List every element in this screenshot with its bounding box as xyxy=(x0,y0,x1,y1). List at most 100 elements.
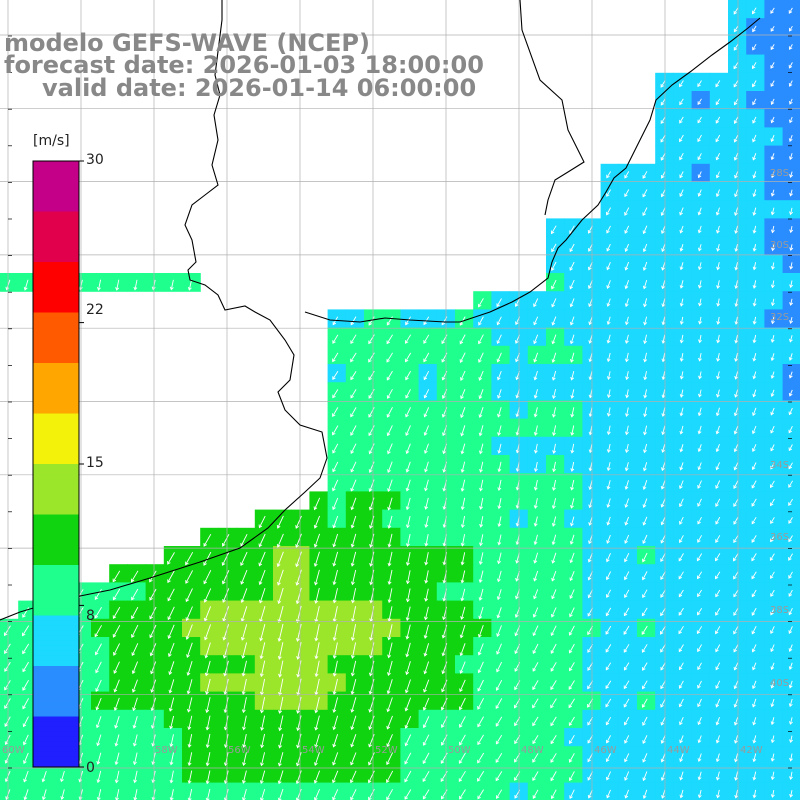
wind-arrow xyxy=(551,570,557,582)
colorbar-swatch xyxy=(33,211,79,218)
wind-arrow xyxy=(240,533,248,547)
wind-arrow xyxy=(186,697,193,713)
wind-arrow xyxy=(314,660,320,678)
wind-arrow xyxy=(789,262,794,270)
wind-arrow xyxy=(350,316,357,326)
wind-arrow xyxy=(697,607,703,616)
wind-arrow xyxy=(41,770,47,783)
colorbar-swatch xyxy=(33,171,79,177)
wind-arrow xyxy=(242,715,247,731)
wind-arrow xyxy=(769,480,775,489)
wind-arrow xyxy=(423,624,429,639)
colorbar-swatch xyxy=(33,514,79,521)
colorbar-swatch xyxy=(33,549,79,556)
colorbar-swatch xyxy=(33,181,79,187)
wind-arrow xyxy=(751,571,757,580)
colorbar-swatch xyxy=(33,570,79,576)
wind-arrow xyxy=(405,461,411,473)
wind-arrow xyxy=(642,279,648,290)
wind-arrow xyxy=(624,261,630,271)
wind-arrow xyxy=(387,479,393,493)
wind-arrow xyxy=(660,480,666,490)
wind-arrow xyxy=(460,389,466,400)
wind-arrow xyxy=(149,570,157,583)
wind-arrow xyxy=(423,679,430,693)
wind-arrow xyxy=(150,679,157,693)
wind-arrow xyxy=(240,588,248,603)
wind-arrow xyxy=(313,497,321,511)
colorbar-swatch xyxy=(33,332,79,339)
wind-arrow xyxy=(642,771,648,782)
wind-arrow xyxy=(697,644,702,653)
wind-arrow xyxy=(679,189,684,197)
wind-arrow xyxy=(167,624,175,639)
wind-arrow xyxy=(715,480,721,489)
wind-arrow xyxy=(679,207,684,216)
wind-arrow xyxy=(131,643,139,657)
colorbar-swatch xyxy=(33,509,79,515)
wind-arrow xyxy=(405,425,411,436)
wind-arrow xyxy=(624,243,630,252)
wind-arrow xyxy=(314,715,320,731)
wind-arrow xyxy=(734,280,739,290)
wind-arrow xyxy=(679,80,684,88)
wind-arrow xyxy=(752,444,757,452)
colorbar-swatch xyxy=(33,489,79,495)
wind-arrow xyxy=(569,279,575,290)
wind-arrow xyxy=(367,770,375,784)
wind-arrow xyxy=(606,189,611,197)
colorbar-swatch xyxy=(33,640,79,647)
wind-arrow xyxy=(679,425,684,435)
wind-arrow xyxy=(114,770,120,784)
lon-label: 58W xyxy=(155,745,178,756)
wind-arrow xyxy=(405,407,412,418)
wind-arrow xyxy=(533,498,538,509)
wind-arrow xyxy=(733,425,739,435)
wind-arrow xyxy=(295,752,302,767)
wind-arrow xyxy=(606,443,611,453)
wind-arrow xyxy=(495,679,503,691)
wind-arrow xyxy=(789,735,794,744)
wind-arrow xyxy=(770,771,775,781)
wind-arrow xyxy=(422,734,430,746)
wind-arrow xyxy=(661,371,666,381)
wind-arrow xyxy=(3,625,11,637)
wind-arrow xyxy=(679,298,684,307)
wind-arrow xyxy=(22,734,29,746)
wind-arrow xyxy=(733,698,739,708)
wind-arrow xyxy=(661,280,666,290)
wind-arrow xyxy=(770,62,775,69)
wind-arrow xyxy=(733,516,739,525)
wind-arrow xyxy=(41,789,47,800)
wind-arrow xyxy=(278,696,284,714)
wind-arrow xyxy=(624,589,630,599)
wind-arrow xyxy=(387,515,393,529)
wind-arrow xyxy=(386,715,393,730)
wind-arrow xyxy=(678,607,684,616)
wind-arrow xyxy=(733,7,739,15)
wind-arrow xyxy=(751,644,757,653)
wind-arrow xyxy=(96,752,102,765)
wind-arrow xyxy=(678,698,684,708)
wind-arrow xyxy=(113,697,120,711)
wind-arrow xyxy=(788,626,793,634)
wind-arrow xyxy=(241,642,248,659)
wind-arrow xyxy=(698,316,703,325)
wind-arrow xyxy=(788,553,793,561)
wind-arrow xyxy=(551,552,557,564)
wind-arrow xyxy=(788,134,793,142)
wind-arrow xyxy=(478,316,484,326)
wind-arrow xyxy=(204,624,212,641)
wind-arrow xyxy=(588,352,593,363)
wind-arrow xyxy=(533,407,538,418)
wind-arrow xyxy=(588,480,593,491)
wind-arrow xyxy=(751,62,757,70)
wind-arrow xyxy=(770,371,775,379)
colorbar-swatch xyxy=(33,711,79,717)
wind-arrow xyxy=(606,389,611,399)
wind-arrow xyxy=(497,461,502,473)
wind-arrow xyxy=(332,624,338,642)
colorbar-swatch xyxy=(33,226,79,233)
wind-arrow xyxy=(752,334,757,344)
wind-arrow xyxy=(23,770,29,783)
